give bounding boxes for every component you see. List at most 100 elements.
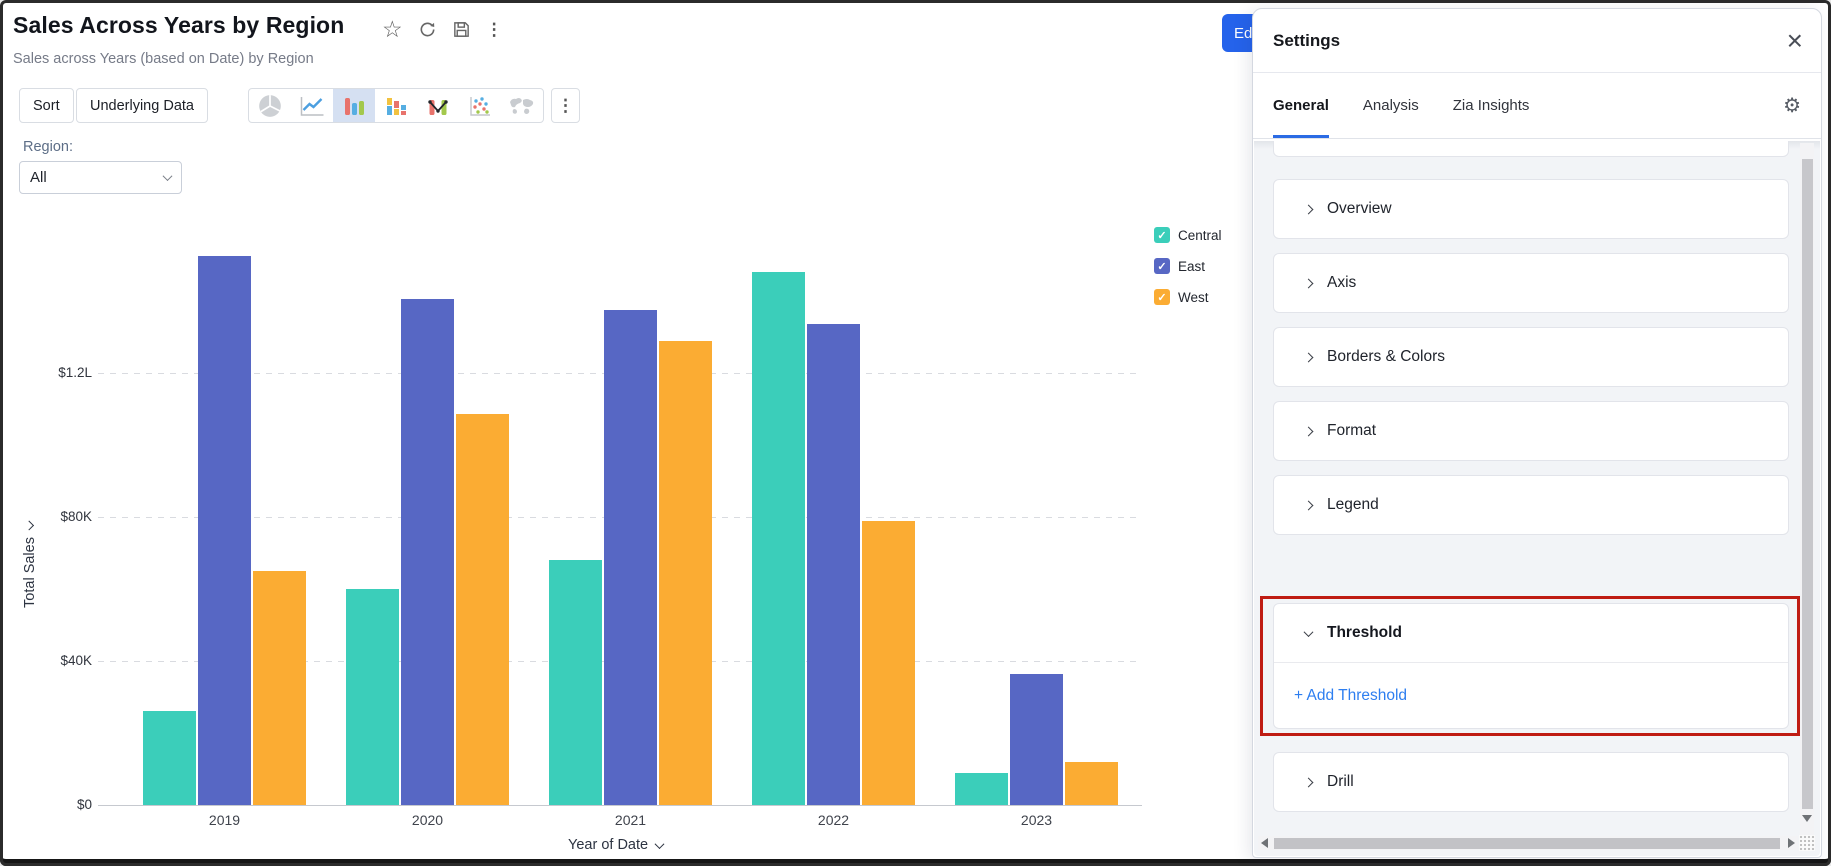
- section-header-borders-colors[interactable]: Borders & Colors: [1274, 328, 1788, 386]
- tab-zia-insights[interactable]: Zia Insights: [1452, 97, 1530, 114]
- underlying-data-button[interactable]: Underlying Data: [76, 88, 208, 123]
- settings-panel-header: Settings ×: [1253, 9, 1821, 73]
- section-label: Drill: [1327, 773, 1354, 790]
- scrolled-partial-card: [1273, 141, 1789, 157]
- chevron-down-icon: [1303, 626, 1314, 637]
- section-card-format: Format: [1273, 401, 1789, 461]
- kebab-menu-icon[interactable]: ⋮: [485, 20, 503, 39]
- legend-checkbox-checked[interactable]: ✓: [1154, 227, 1170, 243]
- section-label: Borders & Colors: [1327, 348, 1446, 365]
- legend-item-west[interactable]: ✓ West: [1154, 289, 1222, 305]
- section-card-overview: Overview: [1273, 179, 1789, 239]
- scroll-right-arrow[interactable]: [1788, 838, 1795, 848]
- sort-button[interactable]: Sort: [19, 88, 74, 123]
- bar-east-2021[interactable]: [604, 310, 657, 805]
- bar-west-2021[interactable]: [659, 340, 712, 805]
- scroll-left-arrow[interactable]: [1261, 838, 1268, 848]
- bar-central-2022[interactable]: [752, 272, 805, 805]
- more-chart-types-button[interactable]: ⋮: [551, 88, 580, 123]
- close-icon[interactable]: ×: [1786, 24, 1803, 56]
- bar-west-2023[interactable]: [1065, 761, 1118, 805]
- chevron-down-icon: [162, 171, 173, 182]
- bar-east-2019[interactable]: [198, 256, 251, 805]
- chart-type-switcher: [248, 88, 544, 123]
- settings-tabbar: General Analysis Zia Insights ⚙: [1253, 73, 1821, 139]
- section-header-legend[interactable]: Legend: [1274, 476, 1788, 534]
- bar-central-2019[interactable]: [143, 711, 196, 805]
- favorite-star-icon[interactable]: ☆: [382, 16, 403, 42]
- y-axis-tick-label: $40K: [60, 653, 92, 668]
- line-chart-icon[interactable]: [291, 89, 333, 122]
- bar-central-2020[interactable]: [346, 589, 399, 805]
- bar-east-2023[interactable]: [1010, 673, 1063, 805]
- bar-west-2020[interactable]: [456, 414, 509, 805]
- legend-label: East: [1178, 258, 1206, 274]
- page-subtitle: Sales across Years (based on Date) by Re…: [13, 51, 314, 67]
- section-label: Format: [1327, 422, 1377, 439]
- vertical-scrollbar: [1800, 143, 1814, 835]
- pie-chart-icon[interactable]: [249, 89, 291, 122]
- chevron-down-icon: [23, 520, 34, 531]
- bar-central-2023[interactable]: [955, 772, 1008, 805]
- section-card-threshold: Threshold + Add Threshold: [1273, 603, 1789, 729]
- y-axis-tick-label: $80K: [60, 509, 92, 524]
- settings-panel-title: Settings: [1273, 30, 1341, 50]
- chart-legend: ✓ Central ✓ East ✓ West: [1154, 227, 1222, 320]
- bar-east-2020[interactable]: [401, 299, 454, 805]
- y-axis-tick-label: $0: [76, 797, 92, 812]
- legend-item-east[interactable]: ✓ East: [1154, 258, 1222, 274]
- resize-grip: [1799, 835, 1815, 851]
- tab-general[interactable]: General: [1273, 73, 1329, 138]
- y-axis-title[interactable]: Total Sales: [22, 520, 38, 608]
- page-title: Sales Across Years by Region: [13, 12, 345, 38]
- region-filter-value: All: [30, 169, 47, 186]
- vertical-scrollbar-thumb[interactable]: [1801, 159, 1813, 809]
- report-action-icons: ☆ ⋮: [382, 18, 503, 41]
- bar-central-2021[interactable]: [549, 560, 602, 805]
- horizontal-scrollbar: [1258, 836, 1798, 850]
- section-card-borders-colors: Borders & Colors: [1273, 327, 1789, 387]
- section-label: Threshold: [1327, 624, 1402, 641]
- combo-chart-icon[interactable]: [417, 89, 459, 122]
- section-card-legend: Legend: [1273, 475, 1789, 535]
- section-header-axis[interactable]: Axis: [1274, 254, 1788, 312]
- refresh-icon[interactable]: [418, 20, 437, 39]
- add-threshold-link[interactable]: + Add Threshold: [1294, 687, 1408, 704]
- divider: [1274, 662, 1788, 663]
- scatter-plot-icon[interactable]: [459, 89, 501, 122]
- scroll-down-arrow[interactable]: [1802, 815, 1812, 822]
- section-card-axis: Axis: [1273, 253, 1789, 313]
- bar-west-2019[interactable]: [253, 571, 306, 805]
- bar-west-2022[interactable]: [862, 520, 915, 805]
- bar-chart-icon[interactable]: [333, 89, 375, 122]
- x-axis-tick-label: 2022: [817, 812, 850, 828]
- x-axis-title[interactable]: Year of Date: [568, 837, 665, 853]
- gear-icon[interactable]: ⚙: [1783, 94, 1801, 117]
- save-icon[interactable]: [452, 20, 471, 39]
- x-axis-tick-label: 2020: [411, 812, 444, 828]
- settings-panel: Settings × General Analysis Zia Insights ⚙ …: [1252, 8, 1822, 858]
- legend-item-central[interactable]: ✓ Central: [1154, 227, 1222, 243]
- x-axis-tick-label: 2019: [208, 812, 241, 828]
- section-header-threshold[interactable]: Threshold: [1274, 604, 1788, 662]
- tab-analysis[interactable]: Analysis: [1362, 97, 1419, 114]
- bar-east-2022[interactable]: [807, 324, 860, 805]
- legend-label: Central: [1178, 227, 1222, 243]
- horizontal-scrollbar-thumb[interactable]: [1274, 837, 1780, 849]
- map-chart-icon[interactable]: [501, 89, 543, 122]
- legend-checkbox-checked[interactable]: ✓: [1154, 258, 1170, 274]
- region-filter-select[interactable]: All: [19, 161, 182, 194]
- section-header-drill[interactable]: Drill: [1274, 753, 1788, 811]
- legend-checkbox-checked[interactable]: ✓: [1154, 289, 1170, 305]
- settings-panel-body: Overview Axis Borders & Colors Format Legend…: [1254, 141, 1820, 856]
- chevron-right-icon: [1303, 777, 1314, 787]
- gridline: [98, 805, 1142, 806]
- chevron-right-icon: [1303, 500, 1314, 510]
- section-header-format[interactable]: Format: [1274, 402, 1788, 460]
- section-header-overview[interactable]: Overview: [1274, 180, 1788, 238]
- chevron-right-icon: [1303, 278, 1314, 288]
- section-label: Overview: [1327, 200, 1392, 217]
- region-filter-label: Region:: [23, 139, 73, 155]
- stacked-bar-chart-icon[interactable]: [375, 89, 417, 122]
